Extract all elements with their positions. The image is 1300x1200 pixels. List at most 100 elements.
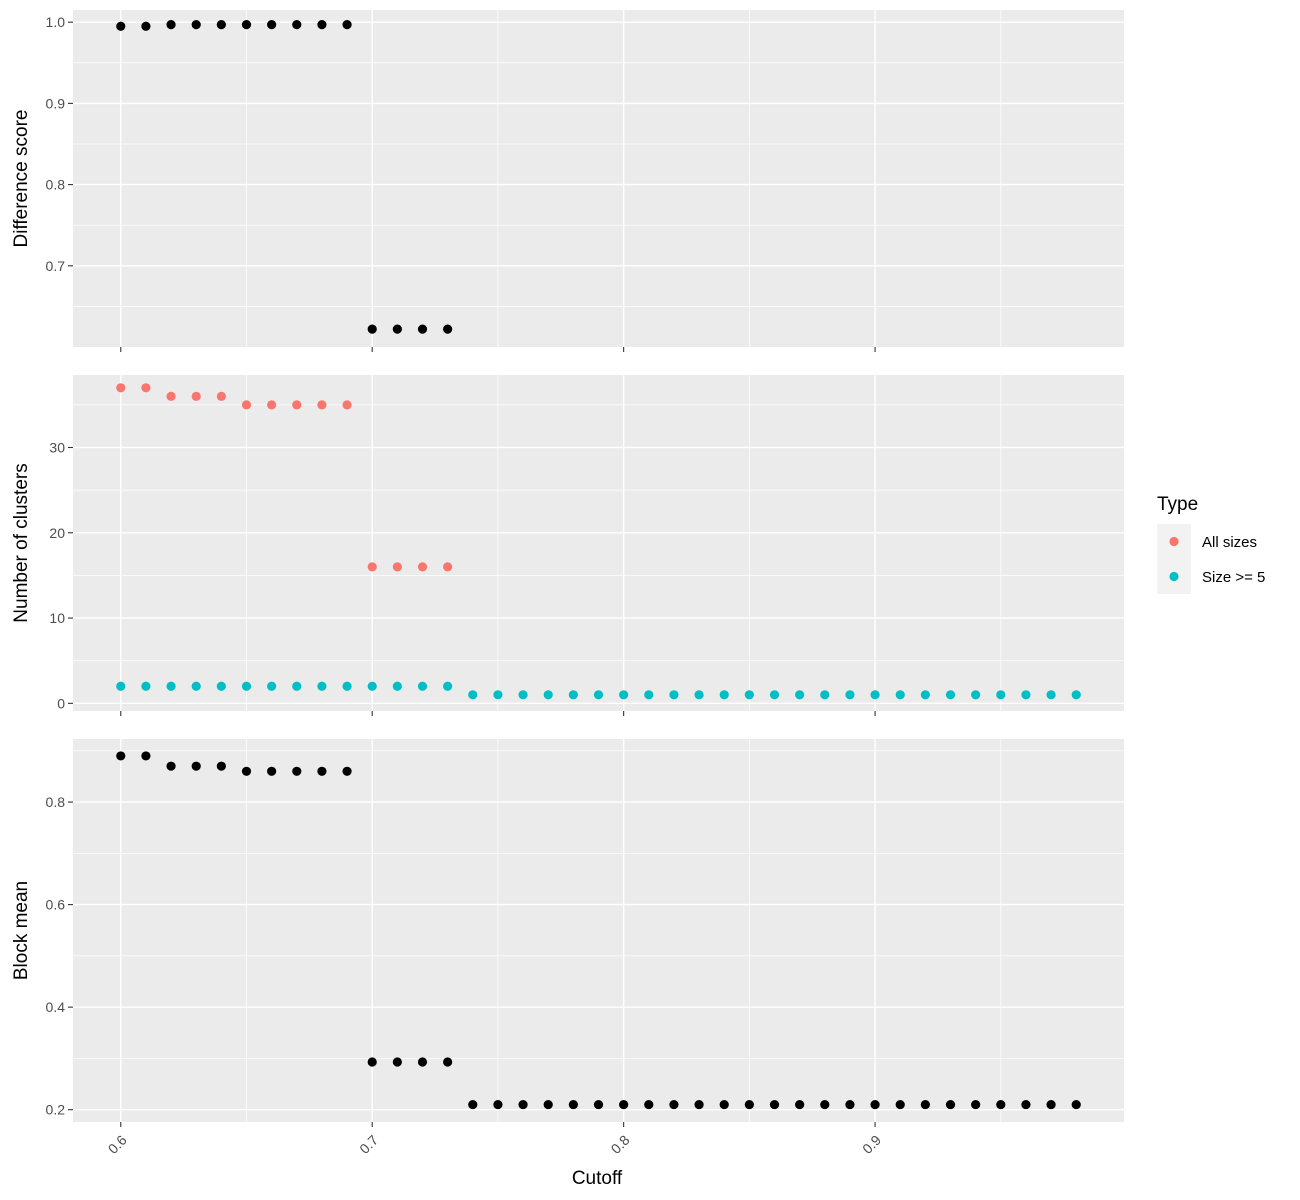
data-point — [392, 1057, 402, 1067]
data-point — [292, 400, 302, 410]
data-point — [518, 690, 528, 700]
data-point — [870, 1099, 880, 1110]
data-point — [191, 681, 201, 691]
series-0 — [116, 383, 453, 572]
data-point — [191, 391, 201, 401]
data-point — [971, 1099, 981, 1110]
data-point — [719, 690, 729, 700]
y-tick-label: 1.0 — [46, 14, 66, 30]
data-point — [493, 690, 503, 700]
data-point — [443, 681, 453, 691]
data-point — [1021, 690, 1031, 700]
data-point — [769, 690, 780, 700]
y-tick-label: 0.8 — [46, 794, 66, 810]
data-point — [166, 681, 176, 691]
panel-background — [73, 375, 1124, 711]
data-point — [443, 324, 453, 334]
data-point — [1046, 690, 1056, 700]
data-point — [417, 562, 428, 572]
data-point — [342, 681, 352, 691]
panel-middle: 0 10 20 30 Number of clusters — [11, 375, 1124, 716]
panel-background — [73, 10, 1124, 347]
data-point — [342, 766, 352, 776]
data-point — [267, 766, 277, 776]
data-point — [895, 690, 905, 700]
data-point — [971, 690, 981, 700]
data-point — [367, 324, 377, 334]
data-point — [820, 690, 830, 700]
legend-title: Type — [1157, 494, 1198, 515]
data-point — [694, 690, 704, 700]
series-0 — [116, 751, 1081, 1110]
data-point — [417, 1057, 428, 1067]
y-tick-label: 20 — [49, 525, 65, 541]
data-point — [241, 20, 252, 30]
data-point — [593, 1099, 604, 1110]
data-point — [417, 324, 428, 334]
legend-item: Size >= 5 — [1157, 559, 1265, 594]
data-point — [141, 21, 151, 31]
data-point — [468, 690, 478, 700]
y-tick-label: 0.6 — [46, 897, 66, 913]
data-point — [241, 766, 252, 776]
data-point — [920, 1099, 930, 1110]
data-point — [443, 1057, 453, 1067]
data-point — [895, 1099, 905, 1110]
data-point — [216, 20, 226, 30]
data-point — [1071, 1099, 1081, 1110]
data-point — [744, 1099, 754, 1110]
data-point — [166, 391, 176, 401]
data-point — [317, 400, 327, 410]
y-tick-label: 0.4 — [46, 999, 66, 1015]
data-point — [141, 751, 151, 761]
data-point — [116, 383, 126, 393]
panel-top: 0.7 0.8 0.9 1.0 Difference score — [11, 10, 1124, 352]
data-point — [694, 1099, 704, 1110]
data-point — [166, 761, 176, 771]
x-axis-title: Cutoff — [572, 1168, 623, 1189]
data-point — [191, 20, 201, 30]
data-point — [468, 1099, 478, 1110]
data-point — [292, 20, 302, 30]
data-point — [267, 20, 277, 30]
data-point — [920, 690, 930, 700]
data-point — [216, 761, 226, 771]
data-point — [216, 391, 226, 401]
y-axis-title: Number of clusters — [11, 463, 32, 622]
data-point — [367, 681, 377, 691]
legend-key-dot — [1169, 536, 1179, 547]
data-point — [392, 562, 402, 572]
data-point — [141, 681, 151, 691]
legend-key-dot — [1169, 571, 1179, 582]
data-point — [769, 1099, 780, 1110]
y-axis-title: Block mean — [11, 881, 32, 980]
chart-panels: 0.7 0.8 0.9 1.0 Difference score 0 10 20 30 Numbe… — [11, 10, 1124, 1157]
legend-label: All sizes — [1202, 534, 1257, 551]
data-point — [241, 681, 252, 691]
data-point — [719, 1099, 729, 1110]
data-point — [543, 1099, 553, 1110]
data-point — [744, 690, 754, 700]
data-point — [669, 1099, 679, 1110]
data-point — [141, 383, 151, 393]
data-point — [367, 562, 377, 572]
legend-item: All sizes — [1157, 524, 1257, 559]
data-point — [795, 1099, 805, 1110]
y-tick-label: 30 — [49, 439, 65, 455]
data-point — [367, 1057, 377, 1067]
data-point — [996, 690, 1006, 700]
data-point — [292, 766, 302, 776]
data-point — [317, 681, 327, 691]
data-point — [166, 20, 176, 30]
y-axis-title: Difference score — [11, 110, 32, 248]
x-tick-label: 0.9 — [859, 1132, 884, 1157]
data-point — [945, 1099, 956, 1110]
data-point — [417, 681, 428, 691]
data-point — [1071, 690, 1081, 700]
data-point — [845, 1099, 855, 1110]
x-tick-label: 0.6 — [105, 1132, 130, 1157]
data-point — [996, 1099, 1006, 1110]
data-point — [317, 766, 327, 776]
series-1 — [116, 681, 1081, 700]
data-point — [619, 1099, 629, 1110]
